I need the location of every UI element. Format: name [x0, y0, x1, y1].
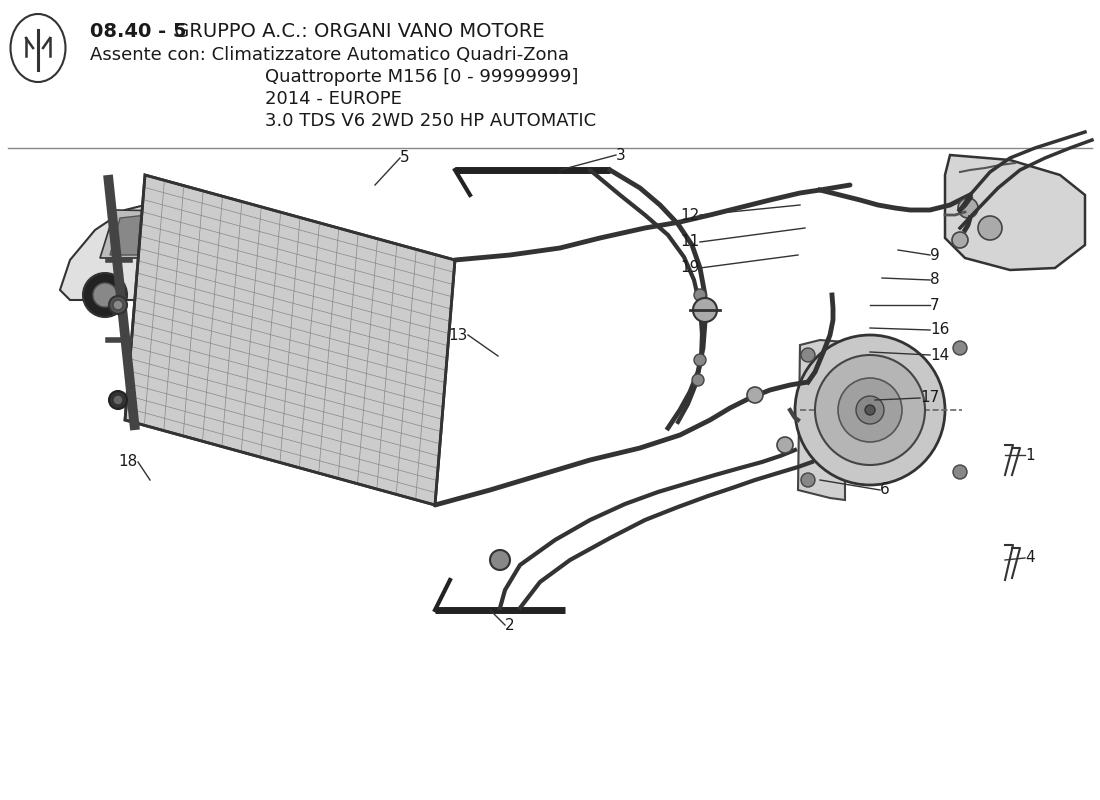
Polygon shape — [945, 155, 1085, 270]
Text: 14: 14 — [930, 347, 949, 362]
Polygon shape — [60, 200, 295, 300]
Text: 11: 11 — [681, 234, 700, 250]
Text: 7: 7 — [930, 298, 939, 313]
Text: 19: 19 — [681, 261, 700, 275]
Circle shape — [815, 355, 925, 465]
Text: Quattroporte M156 [0 - 99999999]: Quattroporte M156 [0 - 99999999] — [265, 68, 579, 86]
Circle shape — [243, 281, 267, 305]
Text: 3: 3 — [616, 147, 626, 162]
Circle shape — [953, 465, 967, 479]
Polygon shape — [155, 335, 210, 380]
Circle shape — [801, 473, 815, 487]
Polygon shape — [100, 210, 270, 258]
Text: GRUPPO A.C.: ORGANI VANO MOTORE: GRUPPO A.C.: ORGANI VANO MOTORE — [168, 22, 544, 41]
Circle shape — [953, 341, 967, 355]
Circle shape — [694, 354, 706, 366]
Circle shape — [490, 550, 510, 570]
Circle shape — [952, 232, 968, 248]
Circle shape — [838, 378, 902, 442]
Circle shape — [795, 335, 945, 485]
Text: 13: 13 — [449, 327, 468, 342]
Circle shape — [801, 348, 815, 362]
Text: 1: 1 — [1025, 447, 1035, 462]
Polygon shape — [110, 213, 165, 255]
Text: 2: 2 — [505, 618, 515, 633]
Ellipse shape — [11, 14, 66, 82]
Circle shape — [113, 300, 123, 310]
Text: 18: 18 — [119, 454, 138, 470]
Text: 5: 5 — [400, 150, 409, 166]
Circle shape — [856, 396, 884, 424]
Circle shape — [109, 296, 126, 314]
Polygon shape — [170, 213, 255, 255]
Circle shape — [958, 198, 978, 218]
Text: 8: 8 — [930, 273, 939, 287]
Circle shape — [694, 289, 706, 301]
Circle shape — [109, 391, 126, 409]
Text: 6: 6 — [880, 482, 890, 498]
Circle shape — [747, 387, 763, 403]
Circle shape — [113, 395, 123, 405]
Circle shape — [865, 405, 874, 415]
Text: 2014 - EUROPE: 2014 - EUROPE — [265, 90, 402, 108]
Circle shape — [692, 374, 704, 386]
Text: 16: 16 — [930, 322, 949, 338]
Text: 9: 9 — [930, 247, 939, 262]
Text: 08.40 - 5: 08.40 - 5 — [90, 22, 187, 41]
Text: 12: 12 — [681, 207, 700, 222]
Polygon shape — [798, 340, 845, 500]
Circle shape — [693, 298, 717, 322]
Circle shape — [233, 271, 277, 315]
Circle shape — [978, 216, 1002, 240]
Circle shape — [94, 283, 117, 307]
Text: 17: 17 — [920, 390, 939, 406]
Text: 4: 4 — [1025, 550, 1035, 566]
Polygon shape — [125, 175, 455, 505]
Circle shape — [777, 437, 793, 453]
Text: Assente con: Climatizzatore Automatico Quadri-Zona: Assente con: Climatizzatore Automatico Q… — [90, 46, 569, 64]
Circle shape — [82, 273, 126, 317]
Text: 3.0 TDS V6 2WD 250 HP AUTOMATIC: 3.0 TDS V6 2WD 250 HP AUTOMATIC — [265, 112, 596, 130]
